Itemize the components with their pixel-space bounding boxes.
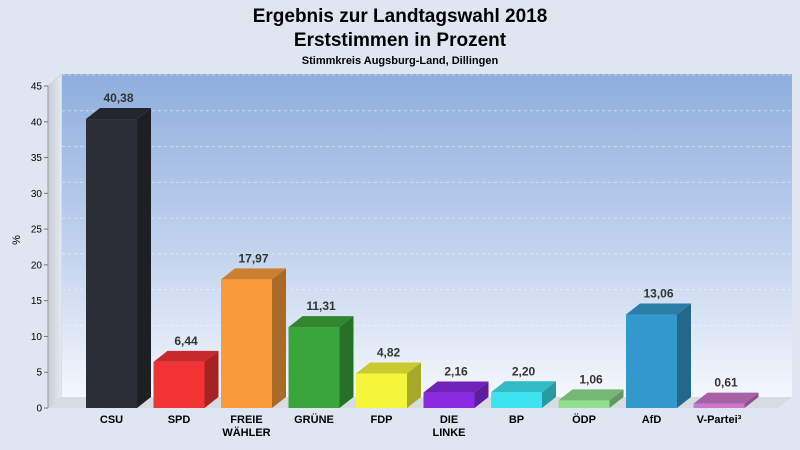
bar-top (221, 268, 286, 280)
bar-top (423, 381, 489, 393)
bar-top (693, 392, 759, 404)
y-axis-label: % (11, 235, 23, 245)
x-tick-label: V-Partei³ (697, 414, 742, 426)
bar-top (491, 381, 556, 393)
plot-left-wall (47, 73, 63, 409)
bar (626, 303, 691, 408)
y-tick-label: 45 (31, 82, 43, 93)
bar-front (423, 392, 475, 408)
y-tick-label: 10 (31, 332, 43, 343)
y-tick-label: 40 (31, 117, 43, 128)
bar (288, 316, 354, 408)
x-tick-label: FDP (371, 414, 393, 426)
x-tick-label: ÖDP (572, 413, 596, 426)
data-label: 17,97 (238, 251, 268, 265)
bar-side (407, 362, 421, 408)
bar-front (288, 327, 340, 408)
bar (491, 381, 556, 408)
bar-side (137, 108, 151, 409)
chart-caption: Stimmkreis Augsburg-Land, Dillingen (302, 55, 499, 67)
bar-side (542, 381, 556, 408)
bar (153, 350, 219, 408)
data-label: 11,31 (306, 299, 336, 313)
x-tick-label: BP (509, 414, 524, 426)
y-tick-label: 15 (31, 296, 43, 307)
bar-top (288, 316, 354, 328)
bar-front (221, 279, 272, 408)
bar-front (86, 119, 137, 409)
data-label: 2,20 (512, 364, 536, 378)
bar-front (153, 361, 205, 408)
y-tick-label: 35 (31, 153, 43, 164)
bar-side (677, 303, 691, 408)
bar-side (204, 350, 219, 408)
x-tick-label: CSU (100, 414, 123, 426)
bar-front (491, 392, 542, 408)
bar (356, 362, 421, 408)
bar (693, 392, 759, 408)
x-tick-label: GRÜNE (294, 413, 334, 426)
x-tick-label: FREIE (230, 414, 262, 426)
data-label: 2,16 (444, 365, 468, 379)
bar-front (356, 373, 407, 408)
y-tick-label: 5 (36, 368, 42, 379)
x-tick-label: LINKE (433, 427, 466, 439)
bar-top (356, 362, 421, 374)
chart-title: Ergebnis zur Landtagswahl 2018 (253, 6, 548, 27)
bar-top (153, 350, 219, 362)
data-label: 6,44 (174, 334, 198, 348)
y-tick-label: 30 (31, 189, 43, 200)
bar-front (558, 400, 610, 408)
data-label: 0,61 (714, 376, 738, 390)
bar-side (474, 381, 489, 408)
bar-top (558, 389, 624, 401)
chart-subtitle: Erststimmen in Prozent (294, 30, 507, 51)
bar-top (626, 303, 691, 315)
bar-side (744, 392, 759, 408)
bar (558, 389, 624, 408)
y-tick-label: 25 (31, 225, 43, 236)
bar (221, 268, 286, 408)
x-tick-label: SPD (168, 414, 191, 426)
y-tick-label: 20 (31, 260, 43, 271)
data-label: 1,06 (579, 372, 603, 386)
x-tick-label: DIE (440, 414, 458, 426)
bar-front (626, 314, 677, 408)
data-label: 13,06 (643, 287, 673, 301)
data-label: 40,38 (103, 91, 133, 105)
bar-side (339, 316, 354, 408)
data-label: 4,82 (377, 346, 401, 360)
bar-side (609, 389, 624, 408)
bar (86, 108, 151, 409)
x-tick-label: AfD (642, 414, 662, 426)
bar-top (86, 108, 151, 120)
bar-front (693, 403, 745, 408)
x-tick-label: WÄHLER (222, 426, 270, 439)
bar (423, 381, 489, 408)
bar-side (272, 268, 286, 408)
y-tick-label: 0 (36, 404, 42, 415)
